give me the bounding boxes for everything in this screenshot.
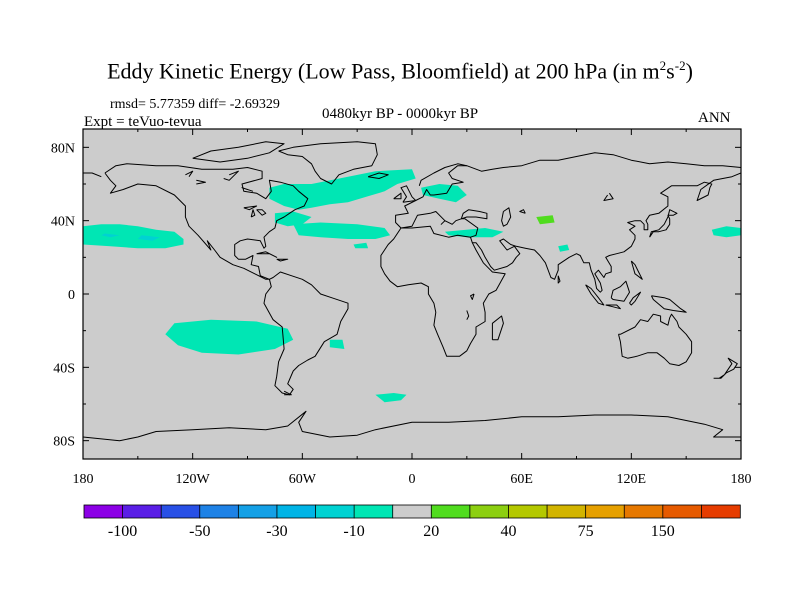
coastline-10 (472, 172, 741, 293)
coastline-0 (104, 163, 309, 280)
anomaly-region-5 (274, 211, 312, 227)
anomaly-region-12 (165, 319, 294, 355)
lat-label-0: 80N (51, 141, 75, 156)
coastline-39 (466, 310, 470, 320)
coastline-21 (400, 185, 417, 203)
colorbar-label-7: 150 (651, 523, 675, 540)
colorbar-swatch-14 (623, 504, 664, 519)
coastline-35 (196, 179, 206, 185)
anomaly-region-6 (293, 222, 391, 239)
coastline-2 (192, 141, 285, 163)
anomaly-region-13 (329, 339, 345, 349)
coastline-17 (610, 280, 630, 302)
coastline-37 (283, 390, 292, 396)
coastline-29 (519, 209, 526, 214)
coastline-22 (393, 192, 402, 200)
season-label: ANN (698, 110, 731, 126)
colorbar-swatch-2 (160, 504, 201, 519)
anomaly-region-14 (375, 393, 407, 403)
anomaly-region-9 (444, 228, 504, 238)
lon-label-3: 0 (409, 472, 416, 487)
lon-label-0: 180 (73, 472, 94, 487)
coastline-30 (256, 209, 267, 216)
anomaly-region-0 (83, 224, 184, 249)
lat-label-4: 80S (53, 435, 75, 450)
colorbar-swatch-13 (585, 504, 625, 519)
rmsd-diff-stats: rmsd= 5.77359 diff= -2.69329 (110, 97, 280, 112)
coastline-16 (605, 304, 621, 310)
coastline-19 (650, 295, 687, 313)
lon-label-4: 60E (510, 472, 533, 487)
coastline-23 (367, 172, 389, 179)
lat-label-1: 40N (51, 215, 75, 230)
colorbar-swatch-11 (508, 504, 548, 519)
coastline-25 (557, 275, 561, 284)
experiment-label: Expt = teVuo-tevua (84, 114, 202, 130)
colorbar-swatch-15 (662, 504, 703, 519)
coastline-33 (223, 170, 239, 181)
coastline-11 (649, 209, 678, 238)
coastline-36 (185, 170, 194, 177)
coastline-8 (460, 209, 488, 220)
colorbar-swatch-6 (315, 504, 355, 519)
colorbar-label-5: 40 (501, 523, 517, 540)
coastline-20 (630, 260, 643, 280)
colorbar-swatch-0 (83, 504, 124, 519)
anomaly-region-2 (137, 235, 160, 241)
colorbar-swatch-9 (430, 504, 471, 519)
coastline-38 (470, 293, 475, 300)
colorbar-label-4: 20 (423, 523, 439, 540)
coastline-5 (83, 172, 102, 178)
coastline-15 (585, 284, 605, 306)
anomaly-layer (83, 169, 741, 403)
coastline-27 (276, 258, 289, 262)
lat-label-3: 40S (53, 361, 75, 376)
coastline-24 (83, 410, 741, 442)
colorbar-label-6: 75 (578, 523, 594, 540)
chart-title: Eddy Kinetic Energy (Low Pass, Bloomfiel… (107, 58, 693, 84)
anomaly-region-11 (536, 215, 555, 225)
colorbar-swatch-4 (237, 504, 278, 519)
coastline-1 (278, 141, 378, 185)
coastline-3 (263, 271, 349, 396)
period-label: 0480kyr BP - 0000kyr BP (322, 106, 479, 122)
coastline-9 (380, 227, 506, 357)
colorbar-swatch-16 (701, 504, 741, 519)
coastline-6 (418, 163, 467, 186)
colorbar-swatch-10 (469, 504, 510, 519)
anomaly-region-1 (101, 233, 120, 238)
colorbar-swatch-8 (392, 504, 432, 519)
colorbar-label-3: -10 (343, 523, 364, 540)
map-background (83, 129, 741, 459)
coastline-18 (629, 291, 641, 306)
colorbar-swatch-7 (353, 504, 394, 519)
anomaly-region-7 (353, 242, 369, 249)
colorbar-label-0: -100 (108, 523, 137, 540)
colorbar-swatch-12 (546, 504, 587, 519)
coastline-40 (603, 192, 614, 201)
coastline-31 (250, 209, 256, 218)
coastline-13 (713, 357, 738, 379)
coastline-layer (83, 141, 741, 442)
coastline-26 (256, 251, 278, 258)
colorbar-swatch-5 (276, 504, 317, 519)
lon-label-5: 120E (617, 472, 647, 487)
colorbar-swatch-1 (122, 504, 162, 519)
colorbar-swatch-3 (199, 504, 240, 519)
lon-label-1: 120W (176, 472, 211, 487)
coastline-32 (243, 205, 258, 211)
colorbar-label-2: -30 (266, 523, 287, 540)
anomaly-region-3 (711, 226, 741, 238)
lon-label-6: 180 (731, 472, 752, 487)
colorbar-label-1: -50 (189, 523, 210, 540)
coastline-34 (241, 187, 254, 192)
coastline-14 (491, 315, 504, 341)
anomaly-region-10 (558, 244, 570, 252)
anomaly-region-4 (269, 169, 416, 210)
coastline-28 (501, 207, 512, 227)
lat-label-2: 0 (68, 288, 75, 303)
coastline-12 (618, 313, 693, 366)
lon-label-2: 60W (289, 472, 317, 487)
